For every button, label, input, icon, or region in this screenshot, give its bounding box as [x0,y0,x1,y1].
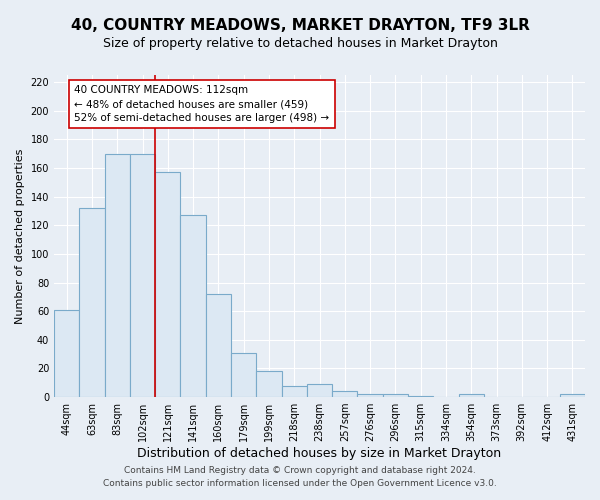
Bar [281,386,307,397]
Bar [104,154,130,397]
X-axis label: Distribution of detached houses by size in Market Drayton: Distribution of detached houses by size … [137,447,502,460]
Bar [560,394,585,397]
Bar [231,352,256,397]
Bar [256,372,281,397]
Bar [130,154,155,397]
Text: Contains HM Land Registry data © Crown copyright and database right 2024.
Contai: Contains HM Land Registry data © Crown c… [103,466,497,487]
Text: 40, COUNTRY MEADOWS, MARKET DRAYTON, TF9 3LR: 40, COUNTRY MEADOWS, MARKET DRAYTON, TF9… [71,18,529,32]
Bar [458,394,484,397]
Bar [307,384,332,397]
Bar [408,396,433,397]
Bar [383,394,408,397]
Bar [206,294,231,397]
Bar [79,208,104,397]
Text: Size of property relative to detached houses in Market Drayton: Size of property relative to detached ho… [103,38,497,51]
Bar [54,310,79,397]
Y-axis label: Number of detached properties: Number of detached properties [15,148,25,324]
Bar [332,392,358,397]
Bar [358,394,383,397]
Bar [181,216,206,397]
Text: 40 COUNTRY MEADOWS: 112sqm
← 48% of detached houses are smaller (459)
52% of sem: 40 COUNTRY MEADOWS: 112sqm ← 48% of deta… [74,85,329,123]
Bar [155,172,181,397]
